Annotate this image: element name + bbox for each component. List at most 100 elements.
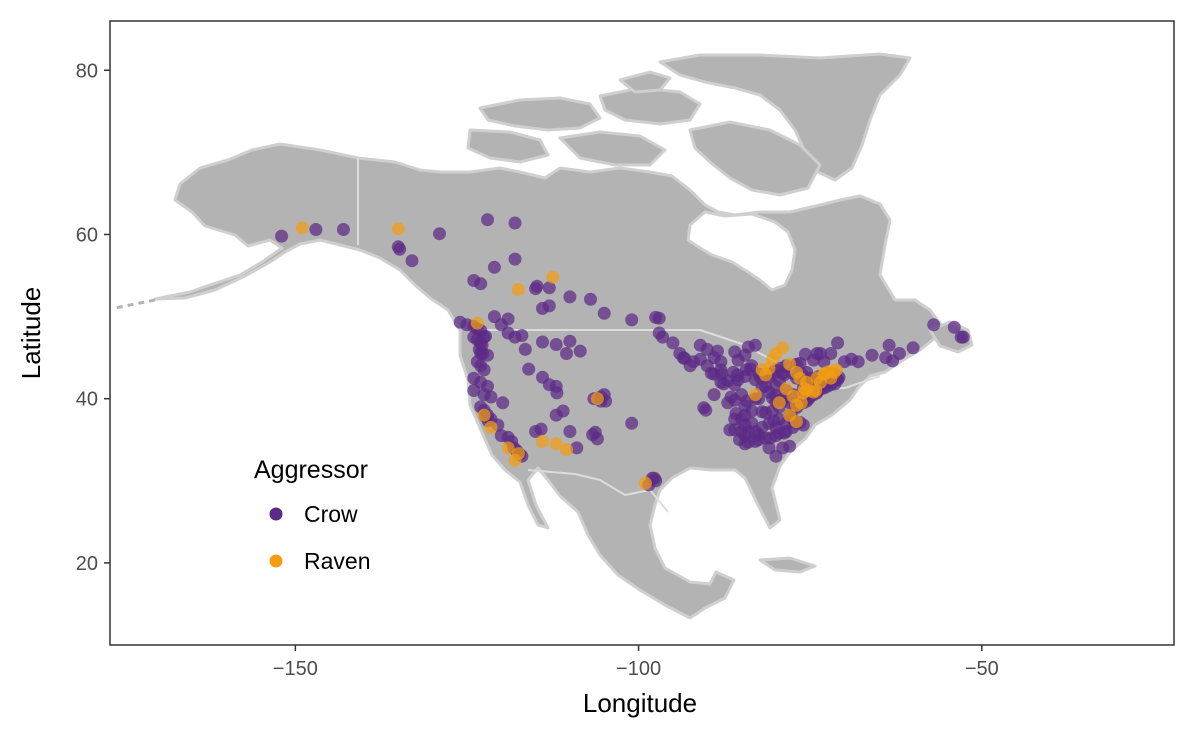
crow-point bbox=[597, 306, 611, 320]
legend-crow-marker bbox=[269, 507, 283, 521]
x-tick-label: −150 bbox=[273, 658, 318, 680]
raven-point bbox=[755, 363, 769, 377]
crow-point bbox=[656, 330, 670, 344]
crow-point bbox=[882, 338, 896, 352]
crow-point bbox=[405, 254, 419, 268]
legend-raven-marker bbox=[269, 554, 283, 568]
crow-point bbox=[481, 348, 494, 362]
crow-point bbox=[275, 229, 289, 243]
raven-point bbox=[772, 396, 786, 410]
crow-point bbox=[560, 347, 573, 360]
crow-point bbox=[831, 336, 845, 350]
us-mexico-border bbox=[527, 469, 669, 513]
raven-point bbox=[501, 441, 515, 455]
legend-title: Aggressor bbox=[254, 456, 368, 484]
crow-point bbox=[683, 359, 697, 373]
crow-point bbox=[474, 277, 488, 291]
crow-point bbox=[467, 384, 481, 397]
raven-point bbox=[391, 222, 405, 236]
plot-frame bbox=[109, 20, 1175, 646]
axes: −150 −100 −50 20 40 60 80 bbox=[76, 60, 999, 680]
crow-point bbox=[625, 416, 639, 430]
crow-point bbox=[542, 281, 556, 295]
crow-point bbox=[730, 368, 744, 382]
arctic-island-4 bbox=[558, 130, 667, 167]
crow-point bbox=[508, 252, 522, 266]
crow-point bbox=[807, 353, 821, 367]
crow-point bbox=[947, 320, 961, 334]
crow-point bbox=[956, 330, 970, 344]
raven-point bbox=[810, 371, 824, 385]
crow-point bbox=[336, 223, 350, 236]
crow-point bbox=[536, 335, 549, 349]
crow-point bbox=[481, 213, 494, 227]
crow-point bbox=[851, 355, 865, 369]
greenland-shape bbox=[658, 52, 912, 182]
crow-point bbox=[563, 334, 577, 348]
crow-point bbox=[534, 422, 548, 436]
raven-point bbox=[638, 476, 652, 490]
crow-point bbox=[649, 474, 663, 488]
crow-point bbox=[707, 388, 721, 402]
crow-point bbox=[723, 423, 737, 437]
crow-point bbox=[738, 418, 752, 432]
crow-point bbox=[892, 347, 906, 360]
scatter-points bbox=[275, 213, 970, 492]
legend-crow-label: Crow bbox=[304, 501, 358, 527]
crow-point bbox=[625, 313, 639, 327]
crow-point bbox=[496, 396, 510, 410]
legend-raven-label: Raven bbox=[304, 548, 370, 574]
arctic-island-1 bbox=[478, 96, 602, 132]
baffin-island bbox=[688, 120, 822, 197]
crow-point bbox=[515, 329, 529, 342]
crow-point bbox=[433, 227, 446, 241]
crow-point bbox=[927, 318, 941, 332]
crow-point bbox=[522, 362, 536, 376]
crow-point bbox=[697, 401, 711, 415]
y-tick-label: 20 bbox=[76, 553, 98, 575]
raven-point bbox=[536, 434, 549, 448]
crow-point bbox=[487, 260, 501, 274]
raven-point bbox=[748, 388, 762, 402]
arctic-island-5 bbox=[618, 70, 672, 94]
crow-point bbox=[536, 301, 549, 315]
crow-point bbox=[906, 341, 920, 355]
raven-point bbox=[546, 270, 560, 284]
crow-point bbox=[711, 344, 724, 358]
x-tick-label: −50 bbox=[965, 658, 999, 680]
crow-point bbox=[501, 312, 515, 326]
raven-point bbox=[794, 396, 808, 410]
crow-point bbox=[724, 390, 738, 404]
y-tick-label: 80 bbox=[76, 60, 98, 82]
crow-point bbox=[588, 425, 602, 439]
raven-point bbox=[477, 408, 491, 422]
raven-point bbox=[560, 443, 573, 457]
crow-point bbox=[563, 290, 577, 304]
raven-point bbox=[484, 420, 498, 434]
raven-point bbox=[511, 447, 525, 461]
crow-point bbox=[556, 404, 570, 418]
raven-point bbox=[793, 371, 807, 385]
crow-point bbox=[783, 439, 797, 453]
y-axis-title: Latitude bbox=[16, 287, 46, 380]
y-tick-label: 60 bbox=[76, 224, 98, 246]
crow-point bbox=[738, 429, 752, 443]
crow-point bbox=[550, 386, 564, 400]
crow-point bbox=[570, 441, 584, 455]
crow-point bbox=[666, 336, 680, 350]
crow-point bbox=[693, 352, 707, 366]
newfoundland-shape bbox=[928, 320, 974, 354]
crow-point bbox=[518, 342, 532, 356]
raven-point bbox=[590, 392, 604, 406]
raven-point bbox=[549, 437, 563, 451]
crow-point bbox=[549, 338, 563, 351]
aleutian-islands bbox=[114, 298, 156, 310]
x-tick-label: −100 bbox=[616, 658, 661, 680]
crow-point bbox=[584, 292, 597, 306]
crow-point bbox=[673, 347, 687, 360]
crow-point bbox=[530, 279, 544, 293]
hudson-bay-water bbox=[686, 210, 797, 292]
crow-point bbox=[309, 223, 323, 236]
crow-point bbox=[704, 366, 718, 380]
